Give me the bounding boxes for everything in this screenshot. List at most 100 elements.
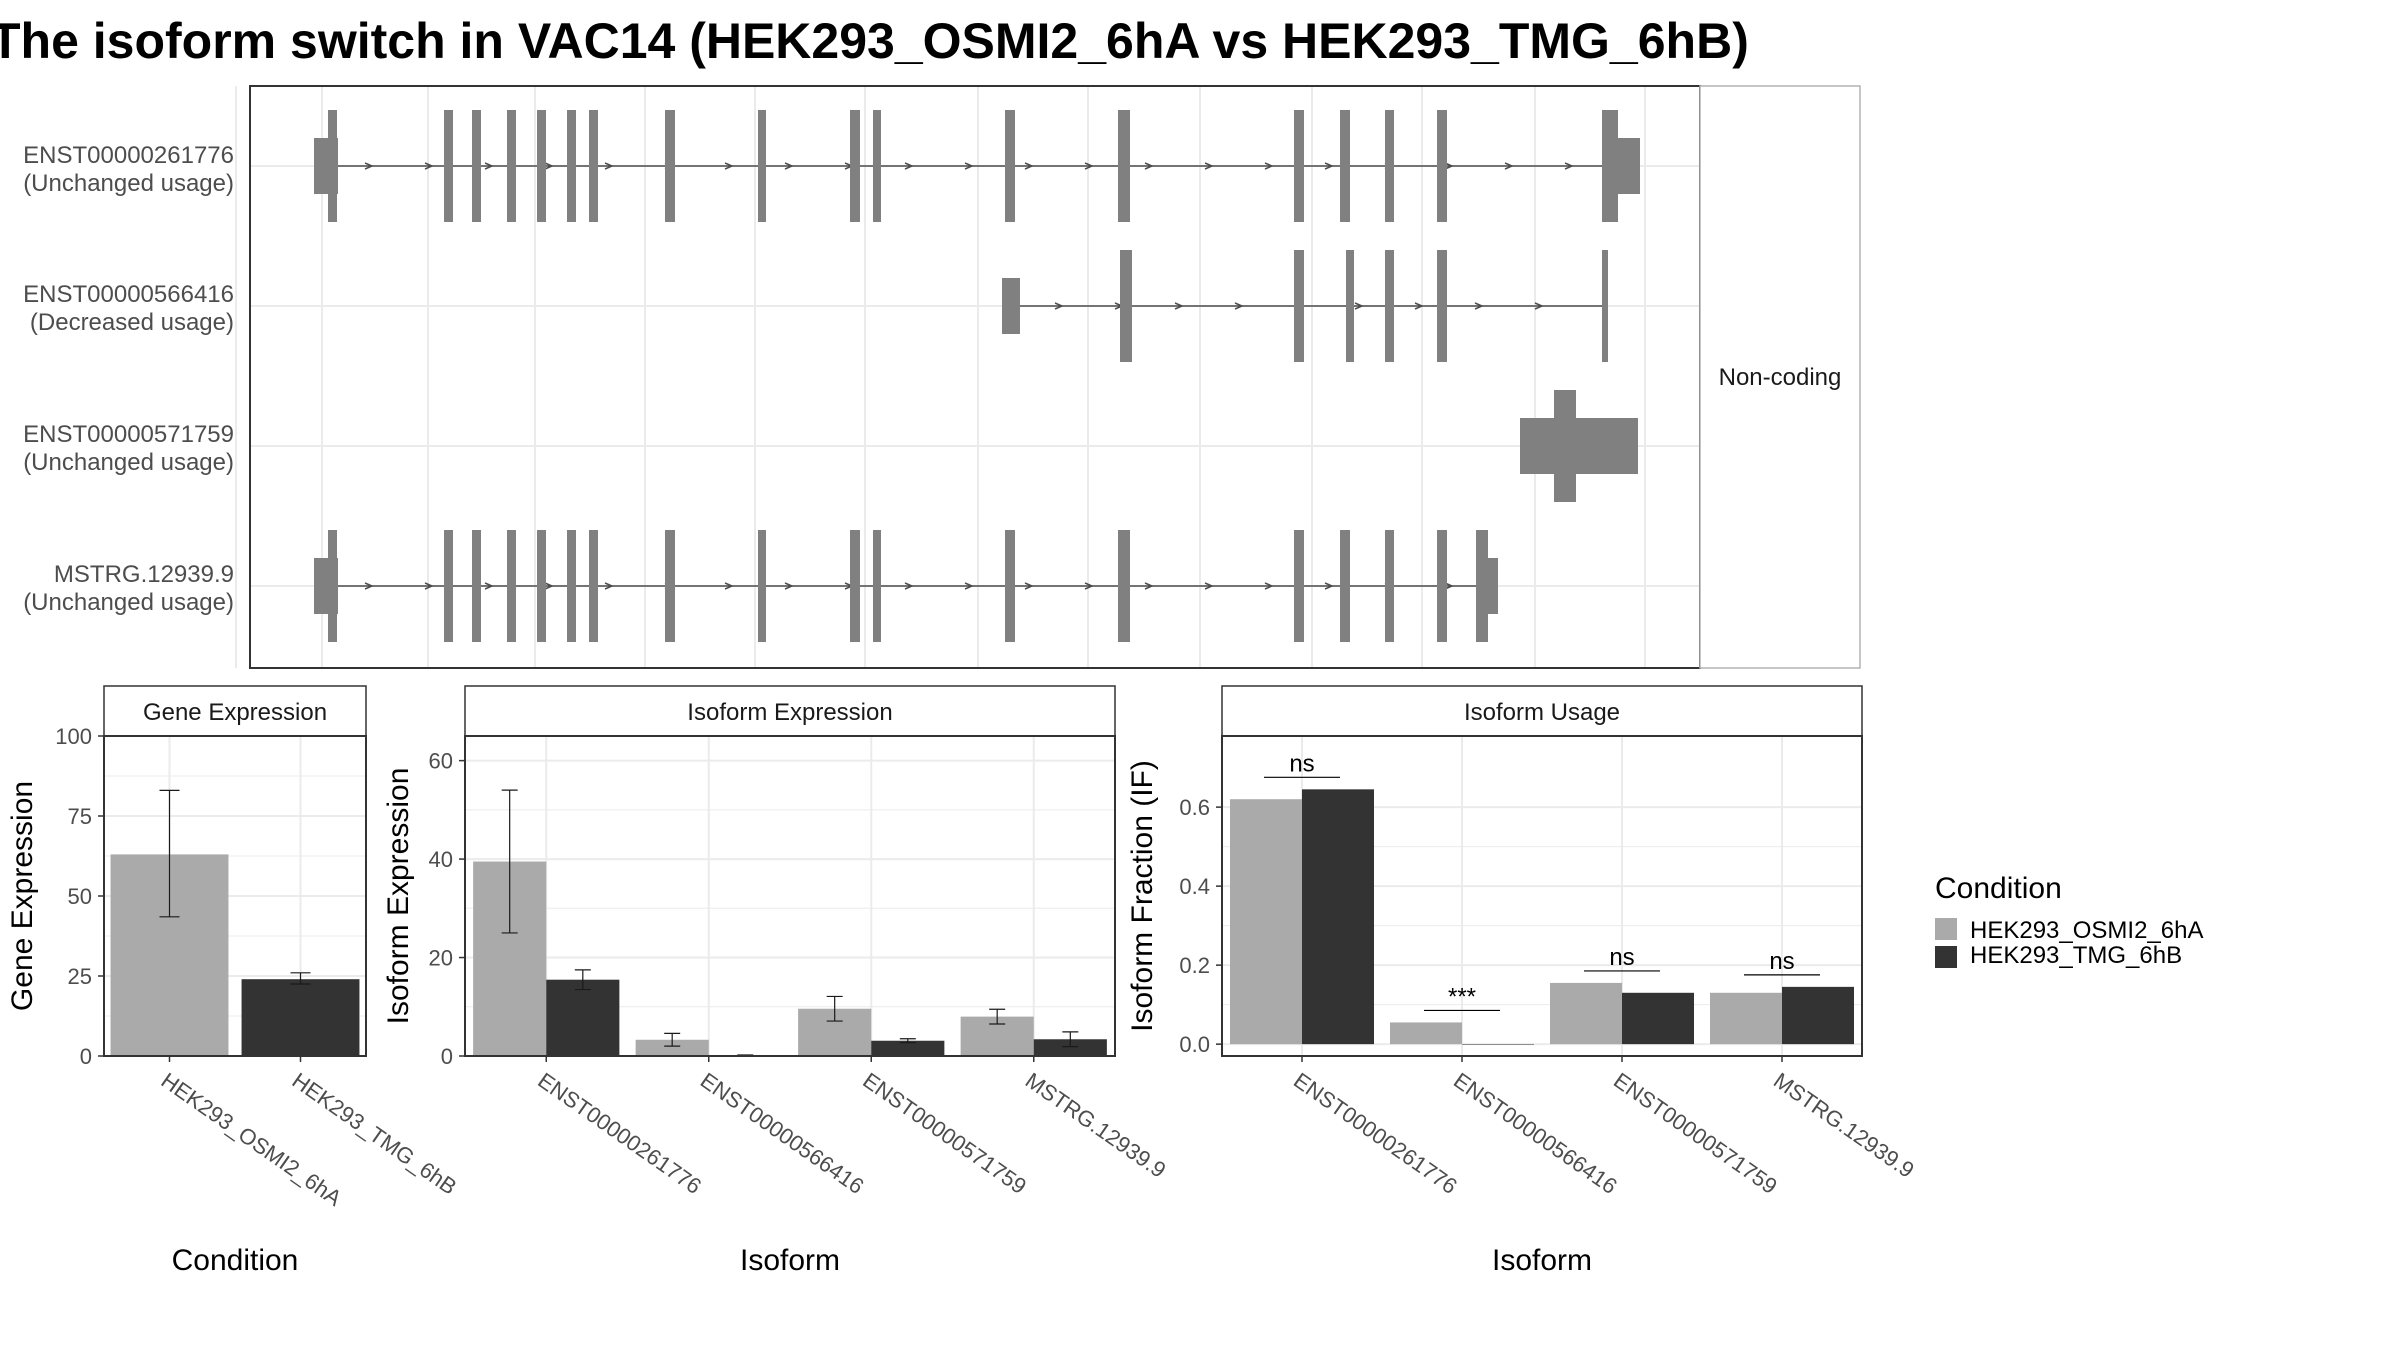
y-tick-label: 60 — [429, 749, 453, 774]
noncoding-strip-label: Non-coding — [1719, 364, 1842, 391]
utr-block — [1002, 278, 1020, 334]
strand-arrow — [1144, 162, 1154, 170]
exon-block — [589, 530, 598, 642]
isoform-expression-x-title: Isoform — [740, 1244, 840, 1277]
noncoding-exon-peak — [1554, 390, 1576, 502]
strand-arrow — [1054, 302, 1064, 310]
utr-block — [1614, 138, 1640, 194]
exon-block — [1120, 250, 1132, 362]
track-label-id: ENST00000571759 — [23, 421, 234, 448]
track-label-id: MSTRG.12939.9 — [54, 561, 234, 588]
strand-arrow — [1264, 582, 1274, 590]
gene-expression-strip-label: Gene Expression — [143, 699, 327, 726]
strand-arrow — [904, 162, 914, 170]
exon-block — [444, 110, 453, 222]
strand-arrow — [424, 162, 434, 170]
isoform-expression-panel: Isoform Expression 0 20 40 60 ENST000002617… — [382, 685, 1170, 1277]
exon-block — [537, 110, 546, 222]
gene-expression-strip — [103, 685, 367, 737]
strand-arrow — [724, 582, 734, 590]
y-tick-label: 25 — [68, 964, 92, 989]
strand-arrow — [364, 582, 374, 590]
x-tick-label: ENST00000571759 — [858, 1068, 1031, 1199]
isoform-usage-x-ticks: ENST00000261776ENST00000566416ENST000005… — [1289, 1056, 1919, 1199]
exon-block — [1294, 110, 1304, 222]
exon-block — [1340, 530, 1350, 642]
isoform-expression-border — [464, 735, 1116, 1057]
y-tick-label: 0.4 — [1179, 874, 1210, 899]
track-label-usage: (Decreased usage) — [30, 309, 234, 336]
exon-block — [1005, 110, 1015, 222]
exon-block — [1602, 250, 1608, 362]
gene-expression-y-ticks: 0 25 50 75 100 — [55, 724, 104, 1069]
exon-block — [850, 110, 860, 222]
exon-block — [1118, 110, 1130, 222]
legend-label-condition-b: HEK293_TMG_6hB — [1970, 942, 2182, 969]
bar — [546, 979, 620, 1056]
gene-expression-panel: Gene Expression 0 25 50 75 100 HEK293_OSMI2_… — [6, 685, 461, 1277]
strand-arrow — [604, 162, 614, 170]
x-tick-label: ENST00000566416 — [1449, 1068, 1622, 1199]
y-tick-label: 100 — [55, 724, 92, 749]
x-tick-label: ENST00000261776 — [533, 1068, 706, 1199]
strand-arrow — [544, 162, 554, 170]
strand-arrow — [1234, 302, 1244, 310]
exon-block — [444, 530, 453, 642]
legend: Condition HEK293_OSMI2_6hA HEK293_TMG_6h… — [1935, 872, 2203, 969]
exon-block — [665, 530, 675, 642]
legend-swatch-condition-b — [1935, 946, 1957, 968]
strand-arrow — [1204, 162, 1214, 170]
strand-arrow — [964, 582, 974, 590]
isoform-expression-strip — [464, 685, 1116, 737]
x-tick-label: ENST00000571759 — [1609, 1068, 1782, 1199]
strand-arrow — [784, 582, 794, 590]
legend-title: Condition — [1935, 872, 2062, 905]
exon-block — [1346, 250, 1354, 362]
y-tick-label: 0.0 — [1179, 1032, 1210, 1057]
strand-arrow — [1324, 162, 1334, 170]
y-tick-label: 50 — [68, 884, 92, 909]
strand-arrow — [1474, 302, 1484, 310]
significance-label: ns — [1769, 948, 1794, 975]
exon-block — [1437, 250, 1447, 362]
track-label-id: ENST00000261776 — [23, 142, 234, 169]
bar — [1302, 789, 1374, 1045]
structure-row-labels: ENST00000261776 (Unchanged usage) ENST00… — [23, 142, 234, 616]
y-tick-label: 0 — [441, 1044, 453, 1069]
isoform-usage-strip-label: Isoform Usage — [1464, 699, 1620, 726]
exon-block — [1294, 530, 1304, 642]
exon-block — [665, 110, 675, 222]
structure-panel: Non-coding ENST00000261776 (Unchanged us… — [23, 85, 1861, 669]
bar — [1710, 992, 1782, 1045]
isoform-usage-y-title: Isoform Fraction (IF) — [1126, 760, 1159, 1032]
noncoding-exon-block — [1520, 418, 1638, 474]
strand-arrow — [784, 162, 794, 170]
strand-arrow — [1324, 582, 1334, 590]
y-tick-label: 0 — [80, 1044, 92, 1069]
exon-block — [507, 110, 516, 222]
exon-block — [1437, 110, 1447, 222]
exon-block — [758, 110, 766, 222]
strand-arrow — [604, 582, 614, 590]
bar — [1230, 799, 1302, 1045]
y-tick-label: 20 — [429, 946, 453, 971]
isoform-expression-x-ticks: ENST00000261776ENST00000566416ENST000005… — [533, 1056, 1170, 1199]
isoform-expression-y-title: Isoform Expression — [382, 768, 415, 1025]
strand-arrow — [1444, 162, 1454, 170]
strand-arrow — [1204, 582, 1214, 590]
exon-block — [1118, 530, 1130, 642]
significance-label: ns — [1289, 750, 1314, 777]
strand-arrow — [1534, 302, 1544, 310]
structure-strip — [1699, 85, 1861, 669]
strand-arrow — [1024, 162, 1034, 170]
strand-arrow — [1144, 582, 1154, 590]
isoform-usage-bars: ns *** ns ns — [1230, 750, 1854, 1045]
exon-block — [589, 110, 598, 222]
bar — [1390, 1022, 1462, 1045]
strand-arrow — [484, 582, 494, 590]
strand-arrow — [964, 162, 974, 170]
structure-tracks — [314, 110, 1640, 642]
strand-arrow — [1264, 162, 1274, 170]
